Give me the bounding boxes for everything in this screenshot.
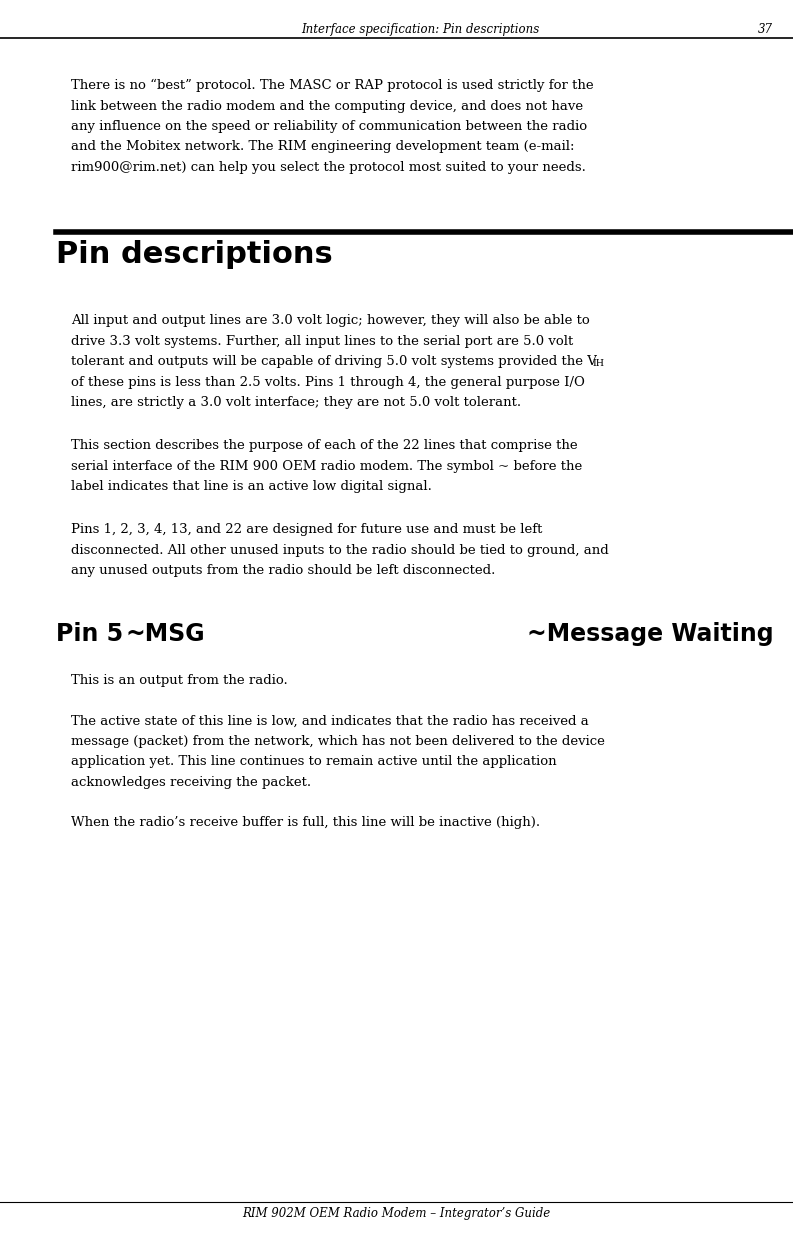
Text: label indicates that line is an active low digital signal.: label indicates that line is an active l… (71, 481, 432, 493)
Text: of these pins is less than 2.5 volts. Pins 1 through 4, the general purpose I/O: of these pins is less than 2.5 volts. Pi… (71, 375, 585, 389)
Text: Pins 1, 2, 3, 4, 13, and 22 are designed for future use and must be left: Pins 1, 2, 3, 4, 13, and 22 are designed… (71, 523, 542, 536)
Text: This is an output from the radio.: This is an output from the radio. (71, 674, 288, 686)
Text: message (packet) from the network, which has not been delivered to the device: message (packet) from the network, which… (71, 735, 605, 748)
Text: ~Message Waiting: ~Message Waiting (527, 622, 773, 646)
Text: serial interface of the RIM 900 OEM radio modem. The symbol ~ before the: serial interface of the RIM 900 OEM radi… (71, 459, 583, 473)
Text: any unused outputs from the radio should be left disconnected.: any unused outputs from the radio should… (71, 565, 496, 577)
Text: Pin 5: Pin 5 (56, 622, 123, 646)
Text: acknowledges receiving the packet.: acknowledges receiving the packet. (71, 776, 312, 789)
Text: ~MSG: ~MSG (125, 622, 205, 646)
Text: application yet. This line continues to remain active until the application: application yet. This line continues to … (71, 756, 557, 768)
Text: RIM 902M OEM Radio Modem – Integrator’s Guide: RIM 902M OEM Radio Modem – Integrator’s … (243, 1207, 550, 1220)
Text: any influence on the speed or reliability of communication between the radio: any influence on the speed or reliabilit… (71, 120, 588, 133)
Text: The active state of this line is low, and indicates that the radio has received : The active state of this line is low, an… (71, 714, 589, 728)
Text: All input and output lines are 3.0 volt logic; however, they will also be able t: All input and output lines are 3.0 volt … (71, 315, 590, 328)
Text: rim900@rim.net) can help you select the protocol most suited to your needs.: rim900@rim.net) can help you select the … (71, 161, 586, 174)
Text: There is no “best” protocol. The MASC or RAP protocol is used strictly for the: There is no “best” protocol. The MASC or… (71, 79, 594, 93)
Text: disconnected. All other unused inputs to the radio should be tied to ground, and: disconnected. All other unused inputs to… (71, 543, 609, 557)
Text: and the Mobitex network. The RIM engineering development team (e-mail:: and the Mobitex network. The RIM enginee… (71, 141, 575, 153)
Text: link between the radio modem and the computing device, and does not have: link between the radio modem and the com… (71, 99, 584, 113)
Text: 37: 37 (758, 23, 773, 35)
Text: When the radio’s receive buffer is full, this line will be inactive (high).: When the radio’s receive buffer is full,… (71, 817, 541, 830)
Text: tolerant and outputs will be capable of driving 5.0 volt systems provided the V: tolerant and outputs will be capable of … (71, 355, 597, 369)
Text: IH: IH (592, 359, 604, 368)
Text: This section describes the purpose of each of the 22 lines that comprise the: This section describes the purpose of ea… (71, 439, 578, 452)
Text: Interface specification: Pin descriptions: Interface specification: Pin description… (301, 23, 539, 35)
Text: drive 3.3 volt systems. Further, all input lines to the serial port are 5.0 volt: drive 3.3 volt systems. Further, all inp… (71, 335, 573, 348)
Text: Pin descriptions: Pin descriptions (56, 240, 332, 270)
Text: lines, are strictly a 3.0 volt interface; they are not 5.0 volt tolerant.: lines, are strictly a 3.0 volt interface… (71, 397, 522, 409)
